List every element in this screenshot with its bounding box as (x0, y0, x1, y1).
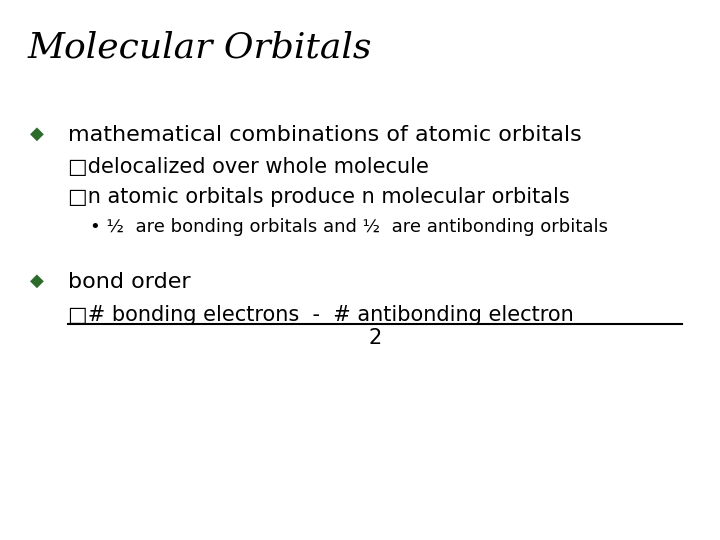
Text: □n atomic orbitals produce n molecular orbitals: □n atomic orbitals produce n molecular o… (68, 187, 570, 207)
Text: □# bonding electrons  -  # antibonding electron: □# bonding electrons - # antibonding ele… (68, 305, 574, 325)
Text: mathematical combinations of atomic orbitals: mathematical combinations of atomic orbi… (68, 125, 582, 145)
Text: • ½  are bonding orbitals and ½  are antibonding orbitals: • ½ are bonding orbitals and ½ are antib… (90, 218, 608, 236)
Text: ◆: ◆ (30, 125, 44, 143)
Text: ◆: ◆ (30, 272, 44, 290)
Text: bond order: bond order (68, 272, 191, 292)
Text: □delocalized over whole molecule: □delocalized over whole molecule (68, 157, 429, 177)
Text: 2: 2 (369, 328, 382, 348)
Text: Molecular Orbitals: Molecular Orbitals (28, 30, 372, 64)
